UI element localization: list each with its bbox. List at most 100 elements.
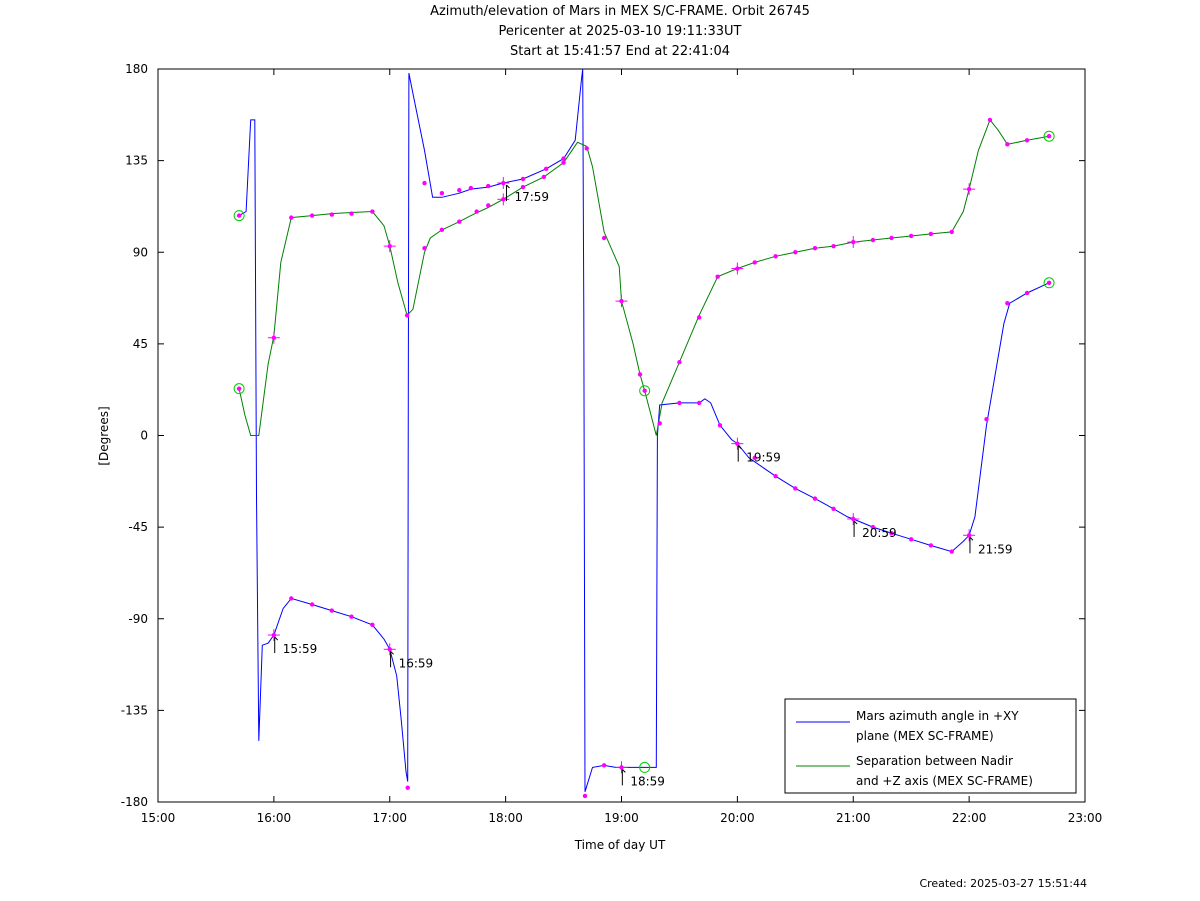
endpoint-circle-marker: [639, 385, 651, 397]
annotation-label: 20:59: [862, 526, 897, 540]
hour-cross-marker: [731, 437, 744, 450]
data-point-marker: [457, 187, 462, 193]
data-point-marker: [889, 235, 894, 241]
legend: Mars azimuth angle in +XY plane (MEX SC-…: [784, 698, 1077, 794]
hour-cross-marker: [615, 295, 628, 308]
data-point-marker: [657, 421, 662, 426]
annotation-arrow: [274, 636, 279, 641]
markers-group: [233, 117, 1055, 799]
data-point-marker: [468, 185, 474, 191]
hour-cross-marker: [497, 193, 510, 206]
data-point-marker: [405, 785, 410, 790]
created-timestamp: Created: 2025-03-27 15:51:44: [919, 877, 1087, 890]
data-point-marker: [601, 235, 607, 241]
y-tick-label: 45: [133, 337, 148, 351]
endpoint-circle-marker: [1043, 277, 1055, 289]
endpoint-circle-marker: [1043, 130, 1055, 142]
annotation-label: 16:59: [399, 656, 434, 670]
data-point-marker: [677, 360, 682, 365]
legend-label-azimuth-line-2: plane (MEX SC-FRAME): [856, 729, 994, 743]
data-point-marker: [642, 388, 647, 393]
annotation-label: 21:59: [978, 542, 1013, 556]
data-point-marker: [793, 250, 798, 255]
data-point-marker: [439, 191, 445, 196]
hour-cross-marker: [615, 761, 628, 774]
hour-cross-marker: [383, 240, 396, 253]
data-point-marker: [984, 417, 989, 422]
x-tick-label: 15:00: [141, 811, 176, 825]
data-point-marker: [831, 243, 836, 249]
annotation-label: 17:59: [514, 190, 549, 204]
data-point-marker: [908, 537, 914, 542]
data-point-marker: [812, 496, 818, 501]
data-point-marker: [908, 233, 914, 239]
annotation-arrow: [737, 445, 742, 449]
hour-cross-marker: [847, 236, 860, 249]
data-point-marker: [349, 211, 354, 216]
hour-cross-marker: [267, 331, 280, 344]
axes: 15:00 16:00 17:00 18:00 19:00 20:00 21:00 22:00…: [121, 62, 1103, 825]
endpoint-circle-marker: [233, 210, 245, 222]
data-point-marker: [541, 174, 547, 180]
time-annotation: 15:59: [274, 636, 317, 656]
data-point-marker: [543, 166, 549, 171]
annotation-arrow: [853, 520, 858, 525]
annotation-label: 19:59: [746, 451, 781, 465]
data-point-marker: [928, 231, 934, 237]
x-tick-label: 21:00: [836, 811, 871, 825]
annotation-arrow: [621, 769, 626, 773]
data-point-marker: [457, 219, 462, 224]
chart-title-line-3: Start at 15:41:57 End at 22:41:04: [509, 44, 731, 59]
x-tick-label: 16:00: [257, 811, 292, 825]
data-point-marker: [752, 455, 757, 461]
x-axis-label: Time of day UT: [574, 838, 666, 852]
data-point-marker: [370, 622, 375, 628]
data-point-marker: [474, 209, 479, 214]
x-tick-label: 23:00: [1068, 811, 1103, 825]
data-point-marker: [486, 203, 491, 208]
series-group: [238, 68, 1050, 792]
legend-box: [784, 698, 1077, 794]
data-point-marker: [889, 531, 894, 536]
data-point-marker: [582, 793, 588, 799]
x-tick-label: 19:00: [604, 811, 639, 825]
data-point-marker: [1024, 138, 1030, 143]
data-point-marker: [696, 315, 702, 320]
data-point-marker: [349, 614, 354, 619]
plot-frame: [157, 68, 1086, 803]
data-point-marker: [717, 423, 723, 428]
data-point-marker: [1005, 142, 1010, 147]
time-annotation: 21:59: [969, 536, 1013, 556]
annotation-arrow: [969, 536, 974, 541]
data-point-marker: [422, 180, 427, 186]
hour-cross-marker: [267, 629, 280, 642]
data-point-marker: [329, 608, 335, 613]
hour-cross-marker: [963, 183, 976, 196]
data-point-marker: [677, 400, 682, 406]
data-point-marker: [1024, 290, 1030, 296]
data-point-marker: [520, 184, 526, 190]
annotation-label: 18:59: [630, 774, 665, 788]
y-tick-label: 135: [125, 154, 148, 168]
hour-cross-marker: [383, 643, 396, 656]
data-point-marker: [439, 227, 445, 233]
data-point-marker: [309, 602, 315, 607]
endpoint-circle-marker: [233, 383, 245, 395]
series-line-0: [238, 68, 1050, 792]
data-point-marker: [422, 245, 427, 251]
y-tick-label: -135: [121, 703, 148, 717]
time-annotation: 20:59: [853, 520, 897, 540]
hour-cross-marker: [963, 529, 976, 542]
data-point-marker: [773, 254, 778, 259]
series-line-1: [238, 118, 1050, 436]
y-tick-label: -180: [121, 795, 148, 809]
data-point-marker: [928, 543, 934, 548]
data-point-marker: [486, 183, 491, 189]
time-annotation: 16:59: [390, 650, 434, 670]
data-point-marker: [1046, 133, 1052, 139]
data-point-marker: [520, 176, 526, 182]
data-point-marker: [870, 524, 876, 530]
time-annotation: 17:59: [505, 184, 549, 204]
endpoint-circle-marker: [639, 761, 651, 773]
